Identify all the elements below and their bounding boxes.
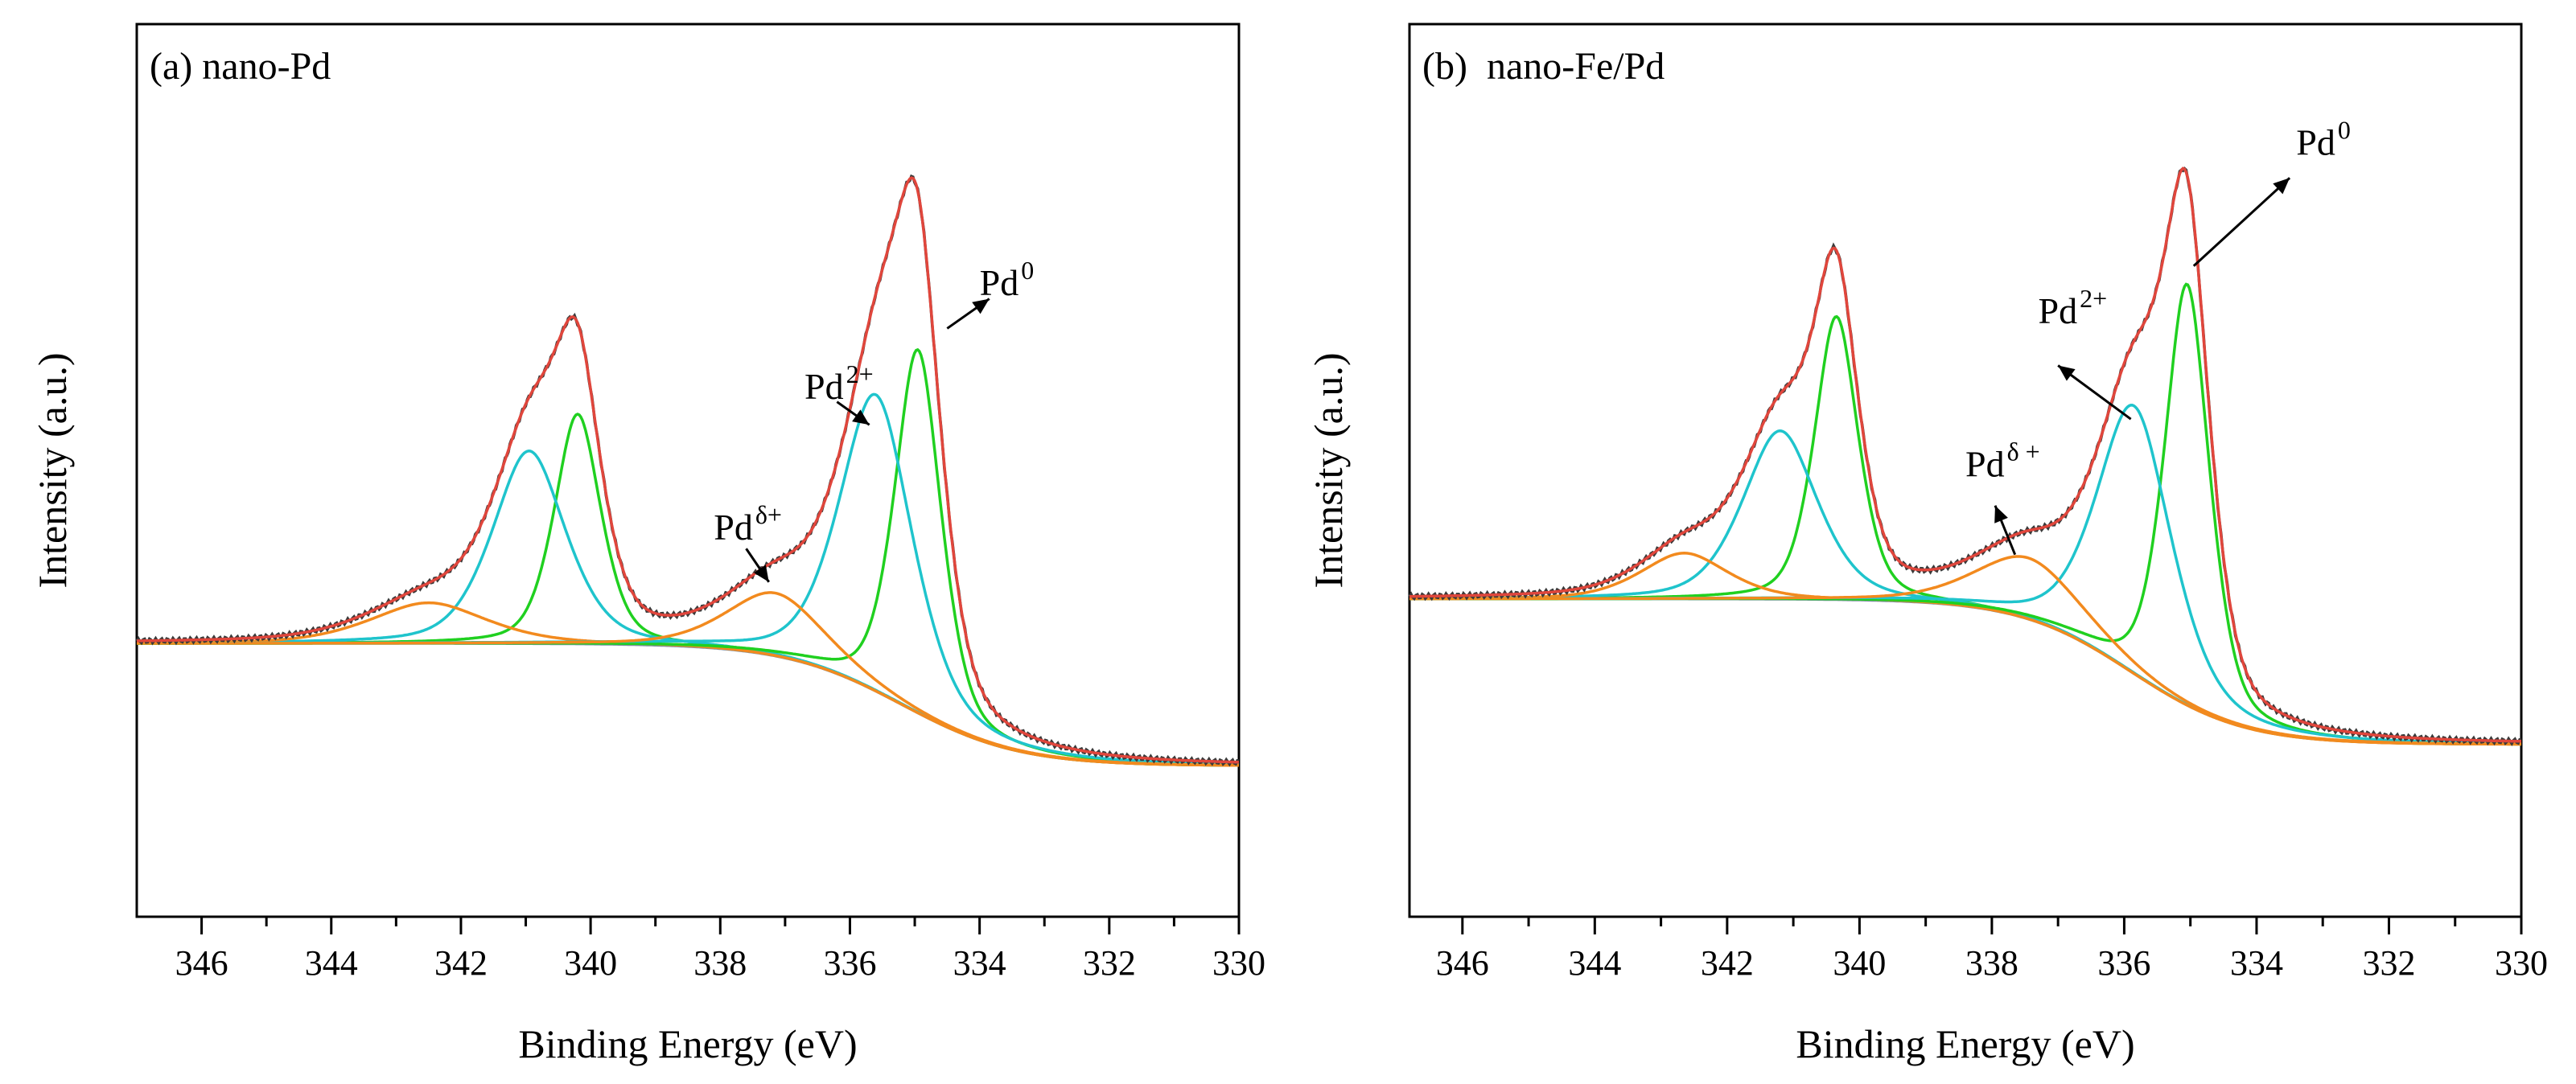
panel-a-y-axis-title: Intensity (a.u.) [30,353,75,589]
panel-a-nano-pd: (a) nano-Pd Binding Energy (eV) Intensit… [30,23,1265,1066]
component-peak [137,591,1239,767]
x-tick-label: 336 [823,943,876,983]
annotation-label: Pd2+ [2038,284,2107,331]
x-tick-label: 346 [1436,943,1489,983]
panel-b-title: (b) nano-Fe/Pd [1422,45,1665,88]
panel-a-plot-frame [135,23,1241,918]
panel-a-title: (a) nano-Pd [150,45,331,88]
annotation-arrow-line [2192,177,2291,267]
fitted-envelope-line [136,176,1239,764]
component-peak [1409,552,2521,746]
x-tick-label: 338 [1965,943,2018,983]
component-peak [137,450,1239,767]
x-tick-label: 346 [175,943,228,983]
component-peak [137,601,1239,767]
component-peak [1409,555,2521,745]
annotation-label: Pdδ + [1965,437,2040,485]
fitted-envelope-line [1409,166,2522,743]
annotation-label: Pdδ+ [714,500,782,548]
raw-spectrum-line [135,174,1240,767]
x-tick-label: 334 [953,943,1006,983]
background-line [1409,597,2521,746]
panel-b-x-axis-title: Binding Energy (eV) [1796,1021,2134,1066]
panel-b-curves [1408,166,2522,746]
panel-b-annotations: Pd0 Pd2+ Pdδ + [1965,116,2351,556]
annotation-label: Pd2+ [804,359,874,407]
annotation-label: Pd0 [980,256,1035,303]
panel-b-y-axis-title: Intensity (a.u.) [1306,353,1351,589]
x-tick-label: 340 [1833,943,1886,983]
panel-b-x-ticks: 346 344 342 340 338 336 334 332 330 [1436,917,2548,983]
component-peak [137,392,1240,766]
panel-a-annotations: Pd0 Pd2+ Pdδ+ [714,256,1035,583]
x-tick-label: 338 [693,943,747,983]
x-tick-label: 332 [2362,943,2415,983]
x-tick-label: 330 [2495,943,2548,983]
panel-a-x-ticks: 346 344 342 340 338 336 334 332 330 [175,917,1265,983]
x-tick-label: 330 [1212,943,1265,983]
annotation-arrowhead [2058,365,2076,381]
component-peak [1409,314,2521,746]
panel-a-x-axis-title: Binding Energy (eV) [518,1021,857,1066]
x-tick-label: 344 [1568,943,1621,983]
component-peak [137,413,1240,767]
annotation-arrowhead [972,298,990,314]
panel-b-plot-frame [1408,23,2523,918]
annotation-arrowhead [754,565,769,582]
x-tick-label: 332 [1083,943,1136,983]
component-peak [1409,282,2521,745]
annotation-arrowhead [1994,505,2008,524]
annotation-arrowhead [2273,178,2290,195]
x-tick-label: 342 [434,943,488,983]
x-tick-label: 334 [2230,943,2283,983]
component-peak [137,347,1239,766]
panel-b-nano-fe-pd: (b) nano-Fe/Pd Binding Energy (eV) Inten… [1306,23,2548,1066]
x-tick-label: 336 [2097,943,2150,983]
x-tick-label: 340 [564,943,617,983]
panel-a-curves [135,174,1240,767]
annotation-label: Pd0 [2296,116,2351,163]
x-tick-label: 344 [305,943,358,983]
x-tick-label: 342 [1701,943,1754,983]
annotation-arrowhead [852,409,870,425]
